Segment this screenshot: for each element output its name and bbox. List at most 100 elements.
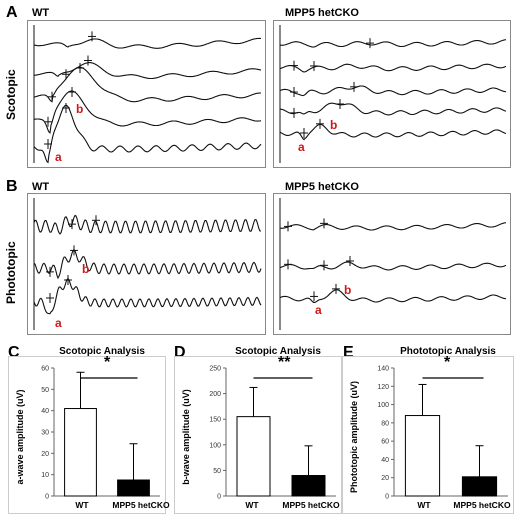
photopic-wt-traces (27, 193, 266, 335)
trace-marker (44, 139, 52, 150)
trace-marker (76, 63, 84, 74)
bar-1 (117, 479, 150, 497)
trace-marker (46, 266, 54, 277)
chart-c: Scotopic Analysis 0 10 20 30 40 50 60 a-wave a… (8, 346, 170, 514)
panel-letter-d: D (174, 344, 186, 361)
chart-d-significance: ** (278, 354, 291, 371)
erg-trace (33, 62, 262, 80)
erg-trace (279, 39, 507, 48)
a-wave-label-photopic-wt: a (55, 316, 62, 330)
b-wave-label-scotopic-wt: b (76, 102, 84, 116)
bar-1 (291, 475, 326, 497)
panel-letter-c: C (8, 344, 20, 361)
error-bar-0 (418, 383, 427, 416)
chart-d-cat-wt: WT (245, 500, 259, 510)
chart-d-ylabel: b-wave amplitude (uV) (181, 389, 191, 485)
erg-trace (279, 261, 507, 271)
y-tick-label: 0 (385, 494, 389, 501)
trace-marker (62, 103, 70, 114)
y-tick-label: 20 (41, 451, 49, 458)
trace-marker (64, 275, 72, 286)
chart-c-cat-cko: MPP5 hetCKO (112, 500, 170, 510)
trace-marker (366, 38, 374, 49)
y-tick-label: 250 (209, 366, 221, 373)
chart-frame (8, 356, 166, 514)
cko-title-a: MPP5 hetCKO (285, 7, 359, 19)
chart-d-title: Scotopic Analysis (235, 346, 321, 357)
y-tick-label: 150 (209, 417, 221, 424)
erg-trace (279, 85, 507, 97)
bar-0 (404, 415, 441, 497)
y-tick-label: 40 (41, 408, 49, 415)
chart-frame (342, 356, 514, 514)
y-tick-label: 0 (217, 494, 221, 501)
a-wave-label-photopic-cko: a (315, 303, 322, 317)
trace-marker (62, 69, 70, 80)
chart-e-ylabel: Phototopic amplitude (uV) (349, 381, 359, 493)
erg-trace (33, 104, 262, 164)
erg-trace (280, 102, 507, 116)
photopic-cko-traces (273, 193, 511, 335)
bar-0 (236, 416, 271, 497)
y-tick-label: 60 (381, 439, 389, 446)
trace-marker (84, 55, 92, 66)
trace-marker (46, 293, 54, 304)
a-wave-label-scotopic-cko: a (298, 140, 305, 154)
erg-trace (33, 248, 262, 280)
b-wave-label-photopic-cko: b (344, 283, 352, 297)
erg-trace (33, 37, 262, 49)
y-tick-label: 40 (381, 457, 389, 464)
chart-c-ylabel: a-wave amplitude (uV) (15, 389, 25, 485)
chart-e: Phototopic Analysis 0 20 40 60 80 100 120 140 P… (342, 346, 514, 514)
chart-d: Scotopic Analysis 0 50 100 150 200 250 b-wave… (174, 346, 342, 514)
wt-title-b: WT (32, 181, 50, 193)
panel-letter-b: B (6, 178, 18, 195)
trace-marker (92, 215, 100, 226)
y-tick-label: 100 (209, 442, 221, 449)
b-wave-label-photopic-wt: b (82, 262, 90, 276)
b-wave-label-scotopic-cko: b (330, 118, 338, 132)
trace-marker (346, 255, 354, 266)
error-bar-0 (249, 386, 258, 417)
trace-marker (48, 91, 56, 102)
y-tick-label: 80 (381, 420, 389, 427)
y-tick-label: 120 (377, 384, 389, 391)
chart-c-cat-wt: WT (75, 500, 89, 510)
trace-marker (316, 118, 324, 129)
erg-trace (33, 214, 261, 235)
scotopic-cko-traces (273, 20, 511, 168)
trace-marker (290, 107, 298, 118)
wt-title-a: WT (32, 7, 50, 19)
y-tick-label: 200 (209, 391, 221, 398)
trace-marker (70, 245, 78, 256)
trace-marker (332, 283, 340, 294)
error-bar-1 (129, 443, 138, 480)
trace-marker (284, 221, 292, 232)
chart-e-title: Phototopic Analysis (400, 346, 496, 357)
cko-title-b: MPP5 hetCKO (285, 181, 359, 193)
y-tick-label: 140 (377, 366, 389, 373)
y-tick-label: 100 (377, 402, 389, 409)
y-tick-label: 20 (381, 475, 389, 482)
erg-trace (279, 123, 507, 141)
chart-e-significance: * (444, 354, 451, 371)
bar-0 (64, 408, 97, 497)
trace-marker (88, 31, 96, 42)
chart-c-significance: * (104, 354, 111, 371)
y-tick-label: 50 (41, 387, 49, 394)
trace-marker (284, 259, 292, 270)
y-tick-label: 10 (41, 472, 49, 479)
a-wave-label-scotopic-wt: a (55, 150, 62, 164)
error-bar-1 (475, 445, 484, 477)
error-bar-1 (304, 445, 313, 476)
y-tick-label: 60 (41, 366, 49, 373)
y-tick-label: 30 (41, 430, 49, 437)
y-tick-label: 0 (45, 494, 49, 501)
panel-letter-e: E (343, 344, 354, 361)
y-tick-label: 50 (213, 468, 221, 475)
trace-marker (320, 260, 328, 271)
trace-marker (310, 291, 318, 302)
trace-marker (44, 116, 52, 127)
trace-marker (290, 87, 298, 98)
scotopic-wt-traces (27, 20, 266, 168)
